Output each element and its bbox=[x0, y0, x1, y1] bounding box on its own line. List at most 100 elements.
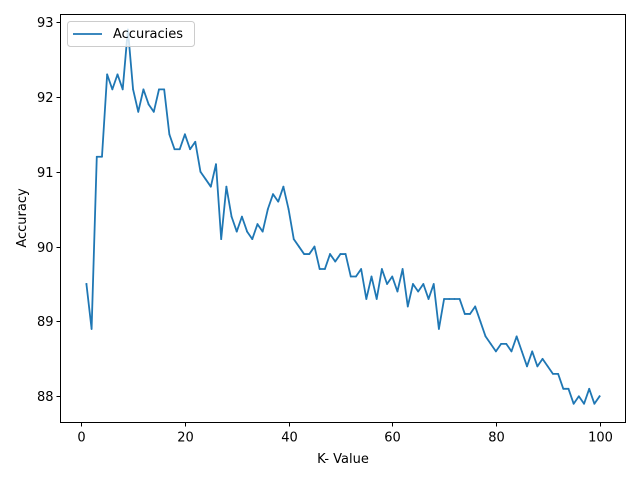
data-point bbox=[147, 103, 150, 106]
data-point bbox=[241, 215, 243, 218]
y-axis-ticks: 88 89 90 91 92 93 bbox=[37, 16, 61, 405]
x-axis-ticks: 0 20 40 60 80 100 bbox=[77, 422, 613, 446]
data-point bbox=[474, 305, 477, 308]
data-point bbox=[505, 342, 508, 345]
data-point bbox=[235, 230, 238, 233]
data-point bbox=[484, 335, 487, 338]
data-point bbox=[163, 88, 166, 91]
data-point bbox=[500, 342, 502, 345]
data-point bbox=[184, 133, 186, 136]
data-point bbox=[536, 365, 539, 368]
data-point bbox=[593, 402, 596, 405]
data-point bbox=[588, 387, 591, 390]
data-point bbox=[391, 275, 394, 278]
data-point bbox=[101, 155, 103, 158]
data-point bbox=[458, 298, 461, 300]
data-point bbox=[95, 155, 98, 158]
data-point bbox=[178, 148, 181, 151]
data-point bbox=[158, 88, 160, 91]
data-point bbox=[173, 148, 176, 151]
data-point bbox=[204, 178, 207, 181]
data-point bbox=[432, 283, 435, 285]
y-axis-label: Accuracy bbox=[15, 188, 30, 248]
y-tick-label: 90 bbox=[37, 241, 54, 256]
data-point bbox=[510, 350, 513, 353]
y-tick-label: 88 bbox=[37, 390, 54, 405]
data-point bbox=[489, 342, 492, 345]
axes-frame bbox=[60, 14, 626, 423]
data-point bbox=[406, 305, 409, 308]
data-point bbox=[344, 253, 347, 255]
data-point bbox=[495, 350, 497, 353]
data-point bbox=[313, 245, 316, 248]
data-point bbox=[292, 238, 295, 240]
data-point bbox=[298, 245, 300, 248]
data-point bbox=[417, 290, 420, 293]
data-point bbox=[116, 73, 119, 76]
data-point bbox=[323, 268, 326, 270]
data-point bbox=[225, 185, 228, 188]
data-point bbox=[256, 223, 259, 226]
series-line-accuracies bbox=[85, 28, 601, 405]
data-point bbox=[266, 208, 269, 211]
data-point bbox=[469, 313, 471, 315]
data-point bbox=[111, 88, 114, 91]
data-point bbox=[272, 193, 274, 196]
data-point bbox=[572, 402, 575, 405]
y-tick-label: 91 bbox=[37, 166, 54, 181]
x-axis-label: K- Value bbox=[317, 452, 369, 467]
legend-box bbox=[67, 21, 195, 47]
data-point bbox=[557, 372, 560, 375]
data-point bbox=[567, 387, 570, 390]
data-point bbox=[106, 73, 109, 76]
data-point bbox=[215, 163, 217, 166]
data-point bbox=[152, 110, 155, 113]
x-tick-label: 40 bbox=[281, 431, 298, 446]
data-point bbox=[308, 253, 311, 255]
data-point bbox=[90, 328, 93, 330]
data-point bbox=[552, 372, 554, 375]
data-point bbox=[448, 298, 451, 300]
data-point bbox=[251, 238, 254, 240]
data-point bbox=[526, 365, 528, 368]
plot-area bbox=[60, 14, 626, 423]
data-point bbox=[132, 88, 134, 91]
data-point bbox=[546, 365, 549, 368]
data-point bbox=[583, 402, 585, 405]
data-point bbox=[412, 283, 414, 285]
data-point bbox=[230, 215, 233, 218]
data-point bbox=[339, 253, 342, 255]
data-point bbox=[287, 208, 290, 211]
data-point bbox=[121, 88, 124, 91]
data-point bbox=[520, 350, 523, 353]
data-point bbox=[355, 275, 357, 278]
data-point bbox=[189, 148, 191, 151]
y-tick-label: 93 bbox=[37, 16, 54, 31]
data-point bbox=[365, 298, 368, 300]
data-point bbox=[562, 387, 565, 390]
data-point bbox=[261, 230, 264, 233]
data-point bbox=[199, 170, 202, 173]
data-point bbox=[209, 185, 212, 188]
x-tick-label: 80 bbox=[488, 431, 505, 446]
data-point bbox=[427, 298, 430, 300]
legend: Accuracies bbox=[67, 21, 195, 47]
data-point bbox=[422, 283, 425, 285]
series-layer bbox=[85, 28, 601, 405]
data-point bbox=[349, 275, 352, 278]
data-point bbox=[370, 275, 373, 278]
data-point bbox=[360, 268, 363, 270]
x-tick-label: 0 bbox=[77, 431, 85, 446]
data-point bbox=[318, 268, 321, 270]
x-tick-label: 100 bbox=[588, 431, 613, 446]
data-point bbox=[437, 328, 440, 330]
data-point bbox=[375, 298, 378, 300]
data-point bbox=[85, 283, 88, 285]
data-point bbox=[453, 298, 456, 300]
y-tick-label: 89 bbox=[37, 315, 54, 330]
data-point bbox=[598, 395, 601, 398]
data-point bbox=[577, 395, 580, 398]
data-point bbox=[329, 253, 331, 255]
